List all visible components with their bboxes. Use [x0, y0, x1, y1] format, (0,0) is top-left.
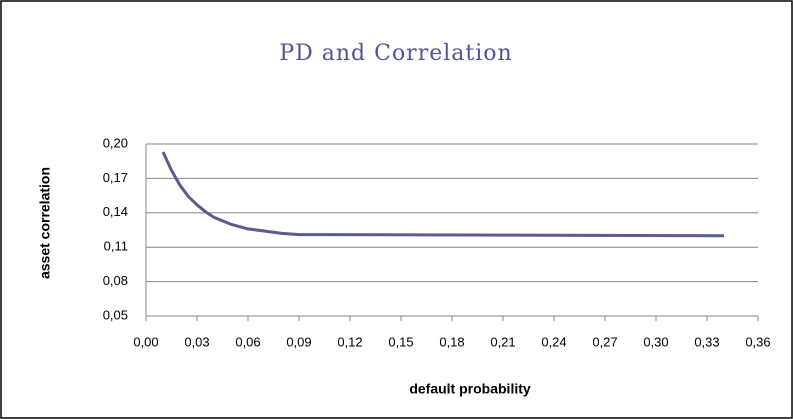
x-tick-label: 0,30: [643, 334, 668, 349]
x-tick-label: 0,18: [439, 334, 464, 349]
x-tick-label: 0,33: [694, 334, 719, 349]
x-tick-label: 0,06: [235, 334, 260, 349]
x-tick-label: 0,03: [184, 334, 209, 349]
x-tick-label: 0,15: [388, 334, 413, 349]
series-line: [161, 151, 725, 238]
x-tick-label: 0,36: [745, 334, 770, 349]
x-axis-title: default probability: [409, 381, 531, 397]
y-tick-label: 0,11: [104, 239, 128, 254]
x-tick-label: 0,24: [541, 334, 566, 349]
y-tick-label: 0,17: [103, 170, 128, 185]
y-tick-label: 0,05: [103, 307, 128, 322]
x-tick-label: 0,21: [490, 334, 515, 349]
x-tick-label: 0,27: [592, 334, 617, 349]
x-tick-label: 0,00: [133, 334, 158, 349]
y-tick-label: 0,20: [103, 135, 128, 150]
chart-title: PD and Correlation: [279, 41, 512, 66]
x-tick-label: 0,09: [286, 334, 311, 349]
x-tick-label: 0,12: [337, 334, 362, 349]
y-tick-label: 0,08: [103, 273, 128, 288]
y-axis-title: asset correlation: [37, 167, 53, 279]
y-tick-label: 0,14: [103, 204, 128, 219]
